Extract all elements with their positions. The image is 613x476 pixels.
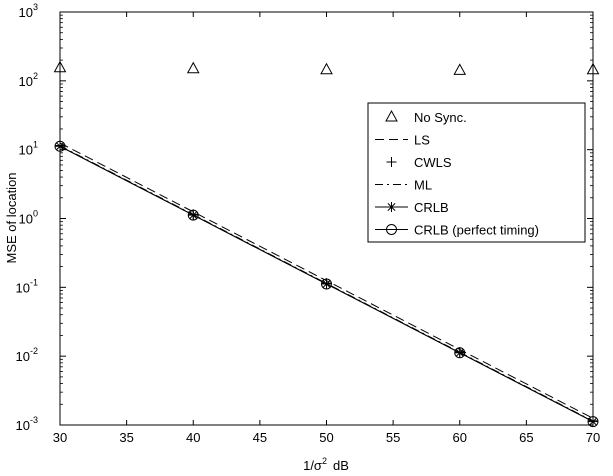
legend-label: No Sync. bbox=[414, 110, 467, 125]
legend-label: ML bbox=[414, 178, 432, 193]
legend-marker bbox=[386, 202, 397, 212]
x-tick-labels: 30 35 40 45 50 55 60 65 70 bbox=[53, 430, 600, 445]
y-tick-label: 101 bbox=[19, 140, 38, 158]
data-point bbox=[321, 278, 332, 290]
legend-entry: CRLB (perfect timing) bbox=[375, 223, 539, 238]
data-point bbox=[186, 61, 200, 74]
legend-box bbox=[367, 102, 586, 243]
x-tick-label: 60 bbox=[453, 430, 467, 445]
y-tick-label: 100 bbox=[19, 209, 38, 227]
data-point bbox=[453, 63, 467, 75]
x-tick-label: 50 bbox=[319, 430, 333, 445]
legend-label: CRLB (perfect timing) bbox=[414, 223, 539, 238]
x-tick-label: 40 bbox=[186, 430, 200, 445]
y-tick-label: 10-2 bbox=[16, 346, 38, 364]
y-tick-labels: 10-3 10-2 10-1 100 101 102 103 bbox=[16, 2, 38, 433]
series-5 bbox=[54, 140, 599, 428]
x-tick-label: 35 bbox=[119, 430, 133, 445]
legend-entry: CRLB bbox=[375, 200, 449, 215]
y-tick-label: 10-1 bbox=[16, 277, 38, 295]
legend-marker bbox=[385, 109, 398, 122]
y-axis-label: MSE of location bbox=[4, 172, 19, 263]
data-point bbox=[454, 347, 466, 359]
x-tick-label: 70 bbox=[586, 430, 600, 445]
x-axis-label: 1/σ2 dB bbox=[303, 456, 349, 473]
star-d2 bbox=[387, 203, 396, 211]
legend-entry: ML bbox=[375, 178, 432, 193]
series-line bbox=[59, 145, 594, 423]
legend-entry: CWLS bbox=[386, 155, 452, 170]
data-point bbox=[320, 62, 333, 75]
legend-label: LS bbox=[414, 133, 430, 148]
legend-entry: LS bbox=[375, 133, 430, 148]
legend-entry: No Sync. bbox=[385, 109, 467, 125]
data-point bbox=[187, 209, 199, 221]
plot-frame bbox=[59, 11, 594, 426]
legend-marker bbox=[386, 224, 397, 235]
legend: No Sync. LS CWLS ML CRLB CRLB (perfect timing… bbox=[367, 102, 586, 243]
legend-label: CWLS bbox=[414, 155, 452, 170]
x-tick-label: 55 bbox=[386, 430, 400, 445]
y-tick-label: 10-3 bbox=[16, 415, 38, 433]
legend-label: CRLB bbox=[414, 200, 449, 215]
x-tick-label: 65 bbox=[519, 430, 533, 445]
x-tick-label: 30 bbox=[53, 430, 67, 445]
y-tick-label: 103 bbox=[19, 2, 38, 20]
y-tick-label: 102 bbox=[19, 71, 38, 89]
legend-marker bbox=[386, 157, 397, 167]
x-tick-label: 45 bbox=[253, 430, 267, 445]
